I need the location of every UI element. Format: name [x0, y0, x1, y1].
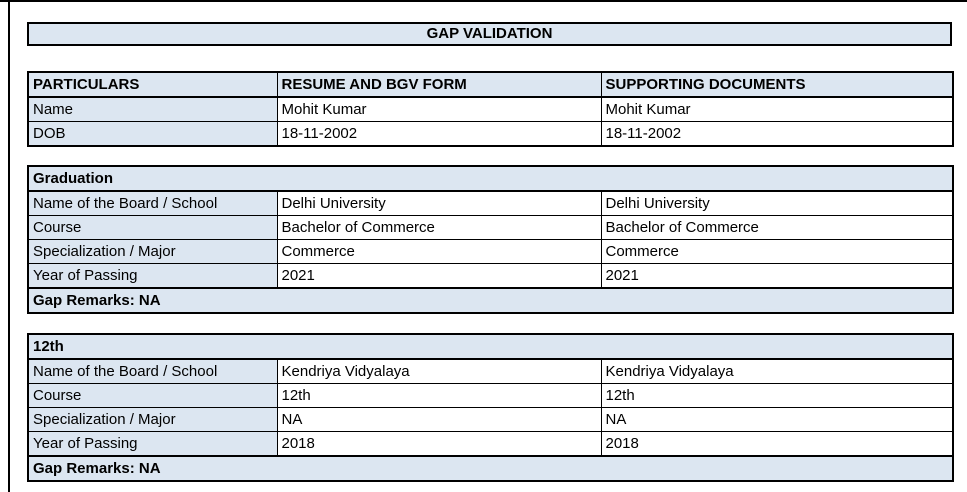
row-label-name: Name: [27, 96, 278, 122]
table-row-year-of-passing: Year of Passing 2021 2021: [27, 263, 954, 289]
graduation-board-resume-value: Delhi University: [276, 190, 602, 216]
row-label-course: Course: [27, 215, 278, 240]
name-supporting-value: Mohit Kumar: [600, 96, 954, 122]
column-header-resume-bgv: RESUME AND BGV FORM: [276, 71, 602, 98]
graduation-specialization-resume-value: Commerce: [276, 239, 602, 264]
dob-resume-value: 18-11-2002: [276, 121, 602, 147]
table-row-year-of-passing: Year of Passing 2018 2018: [27, 431, 954, 457]
twelfth-year-supporting-value: 2018: [600, 431, 954, 457]
page-top-border: [0, 0, 967, 2]
table-row-course: Course Bachelor of Commerce Bachelor of …: [27, 215, 954, 240]
row-label-board-school: Name of the Board / School: [27, 358, 278, 384]
twelfth-section-title: 12th: [27, 333, 954, 360]
row-label-specialization: Specialization / Major: [27, 407, 278, 432]
twelfth-course-resume-value: 12th: [276, 383, 602, 408]
graduation-gap-remarks: Gap Remarks: NA: [27, 287, 954, 314]
graduation-section-title: Graduation: [27, 165, 954, 192]
table-row-course: Course 12th 12th: [27, 383, 954, 408]
name-resume-value: Mohit Kumar: [276, 96, 602, 122]
graduation-section-table: Graduation Name of the Board / School De…: [27, 165, 954, 314]
personal-details-table: PARTICULARS RESUME AND BGV FORM SUPPORTI…: [27, 71, 954, 147]
graduation-course-resume-value: Bachelor of Commerce: [276, 215, 602, 240]
page-title: GAP VALIDATION: [27, 22, 952, 46]
column-header-supporting-docs: SUPPORTING DOCUMENTS: [600, 71, 954, 98]
graduation-year-supporting-value: 2021: [600, 263, 954, 289]
twelfth-year-resume-value: 2018: [276, 431, 602, 457]
twelfth-board-resume-value: Kendriya Vidyalaya: [276, 358, 602, 384]
table-row-board-school: Name of the Board / School Kendriya Vidy…: [27, 358, 954, 384]
column-header-particulars: PARTICULARS: [27, 71, 278, 98]
twelfth-course-supporting-value: 12th: [600, 383, 954, 408]
table-row-specialization: Specialization / Major NA NA: [27, 407, 954, 432]
dob-supporting-value: 18-11-2002: [600, 121, 954, 147]
graduation-gap-remarks-row: Gap Remarks: NA: [27, 287, 954, 314]
row-label-board-school: Name of the Board / School: [27, 190, 278, 216]
twelfth-gap-remarks: Gap Remarks: NA: [27, 455, 954, 482]
twelfth-board-supporting-value: Kendriya Vidyalaya: [600, 358, 954, 384]
row-label-year-of-passing: Year of Passing: [27, 431, 278, 457]
column-header-row: PARTICULARS RESUME AND BGV FORM SUPPORTI…: [27, 71, 954, 98]
page-title-text: GAP VALIDATION: [426, 25, 553, 42]
row-label-dob: DOB: [27, 121, 278, 147]
twelfth-specialization-supporting-value: NA: [600, 407, 954, 432]
row-label-specialization: Specialization / Major: [27, 239, 278, 264]
table-row-dob: DOB 18-11-2002 18-11-2002: [27, 121, 954, 147]
graduation-year-resume-value: 2021: [276, 263, 602, 289]
table-row-name: Name Mohit Kumar Mohit Kumar: [27, 96, 954, 122]
graduation-section-header-row: Graduation: [27, 165, 954, 192]
row-label-course: Course: [27, 383, 278, 408]
twelfth-section-table: 12th Name of the Board / School Kendriya…: [27, 333, 954, 482]
page-left-border: [8, 0, 10, 492]
graduation-board-supporting-value: Delhi University: [600, 190, 954, 216]
graduation-course-supporting-value: Bachelor of Commerce: [600, 215, 954, 240]
row-label-year-of-passing: Year of Passing: [27, 263, 278, 289]
twelfth-section-header-row: 12th: [27, 333, 954, 360]
table-row-specialization: Specialization / Major Commerce Commerce: [27, 239, 954, 264]
twelfth-gap-remarks-row: Gap Remarks: NA: [27, 455, 954, 482]
graduation-specialization-supporting-value: Commerce: [600, 239, 954, 264]
twelfth-specialization-resume-value: NA: [276, 407, 602, 432]
table-row-board-school: Name of the Board / School Delhi Univers…: [27, 190, 954, 216]
